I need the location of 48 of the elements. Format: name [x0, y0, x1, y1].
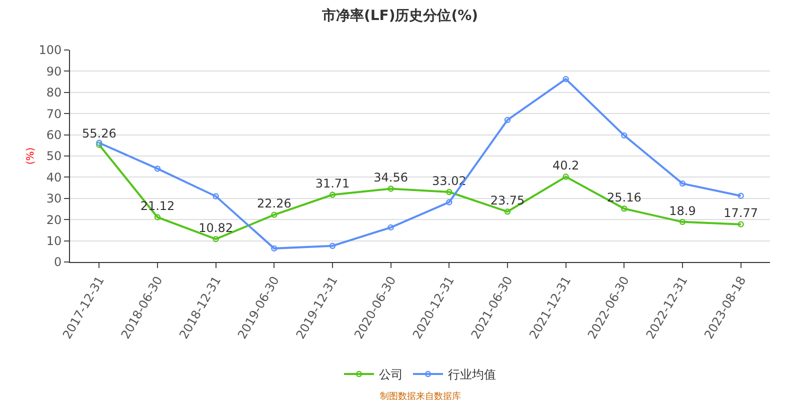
- y-tick-label: 50: [46, 149, 62, 164]
- point: [679, 180, 686, 187]
- point: [154, 166, 161, 172]
- y-tick-label: 30: [46, 192, 62, 206]
- point: [388, 224, 394, 231]
- point: [446, 188, 452, 196]
- legend-label: 行业均值: [448, 368, 496, 382]
- text: 制图数据来自数据库: [380, 391, 461, 400]
- legend-label: 公司: [379, 368, 403, 382]
- data-label: 18.9: [669, 204, 696, 218]
- point: [679, 218, 686, 226]
- point: [212, 236, 219, 242]
- point: [562, 76, 569, 82]
- y-tick-label: 0: [54, 255, 62, 270]
- y-tick-label: 100: [38, 43, 62, 58]
- y-tick-label: 60: [46, 128, 62, 142]
- point: [271, 212, 278, 218]
- y-tick-label: 10: [46, 234, 62, 248]
- point: [738, 192, 744, 199]
- point: [504, 116, 511, 124]
- chart-title: 市净率(LF)历史分位(%): [320, 6, 478, 24]
- data-label: 40.2: [552, 158, 580, 173]
- data-label: 55.26: [82, 126, 116, 141]
- y-tick-label: 70: [46, 106, 62, 121]
- point: [621, 206, 628, 212]
- y-tick-label: 90: [46, 64, 62, 78]
- point: [738, 221, 744, 228]
- point: [271, 245, 278, 252]
- data-label: 31.71: [315, 176, 350, 191]
- point: [329, 242, 336, 249]
- point: [329, 192, 336, 198]
- y-tick-label: 20: [46, 212, 62, 227]
- y-axis-title: (%): [26, 147, 37, 165]
- point: [388, 186, 394, 192]
- data-label: 17.77: [724, 206, 758, 220]
- point: [562, 174, 569, 180]
- point: [154, 214, 161, 220]
- data-label: 10.82: [198, 220, 234, 235]
- data-label: 25.16: [606, 190, 642, 205]
- data-label: 22.26: [256, 196, 292, 211]
- point: [212, 193, 219, 200]
- data-label: 23.75: [490, 194, 525, 208]
- y-tick-label: 80: [46, 86, 62, 100]
- point: [504, 208, 511, 215]
- data-label: 34.56: [374, 170, 408, 185]
- y-tick-label: 40: [46, 170, 62, 184]
- point: [621, 132, 628, 139]
- point: [446, 199, 452, 206]
